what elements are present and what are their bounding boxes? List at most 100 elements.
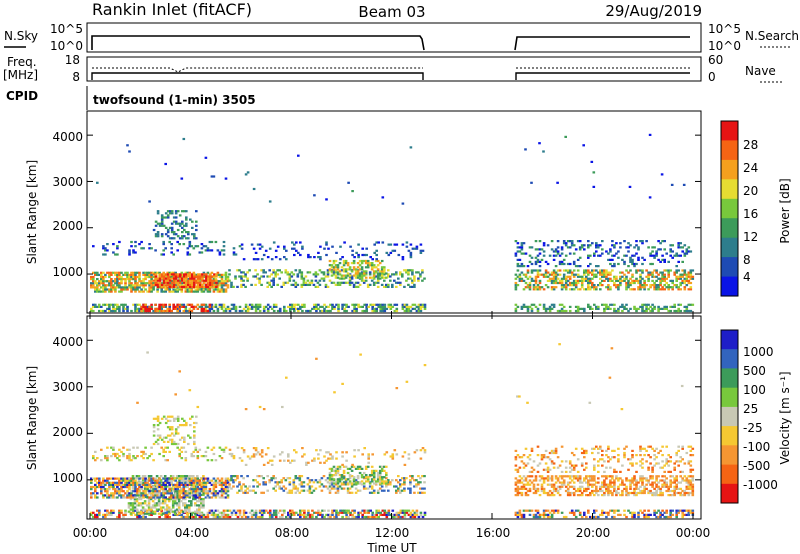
power-cell bbox=[374, 275, 378, 278]
power-cbar-tick-24: 24 bbox=[743, 161, 758, 175]
velocity-cell bbox=[112, 509, 115, 512]
power-cell bbox=[136, 309, 139, 313]
power-cell bbox=[619, 275, 622, 278]
power-cell bbox=[595, 242, 598, 245]
velocity-cell bbox=[149, 483, 153, 486]
velocity-cell bbox=[177, 512, 181, 515]
velocity-cell bbox=[274, 477, 277, 480]
velocity-cell bbox=[152, 481, 155, 484]
velocity-cell bbox=[136, 494, 139, 497]
power-cell bbox=[607, 252, 610, 255]
power-cell bbox=[597, 244, 600, 247]
power-cell bbox=[316, 285, 320, 288]
velocity-cell bbox=[142, 450, 145, 453]
power-cell bbox=[514, 254, 518, 257]
velocity-cell bbox=[568, 511, 572, 514]
power-cell bbox=[625, 254, 628, 257]
power-cell bbox=[627, 265, 630, 268]
velocity-cell bbox=[325, 513, 328, 516]
power-cell bbox=[199, 285, 202, 288]
power-cell bbox=[351, 253, 354, 257]
velocity-cell bbox=[534, 509, 538, 512]
power-cell bbox=[148, 247, 151, 250]
power-cell bbox=[168, 305, 171, 308]
velocity-cell bbox=[328, 478, 332, 481]
power-cell bbox=[576, 258, 580, 261]
power-cell bbox=[326, 275, 330, 278]
velocity-cell bbox=[370, 478, 374, 481]
power-cell bbox=[380, 268, 384, 271]
power-cell bbox=[381, 309, 385, 313]
power-cell bbox=[370, 262, 374, 265]
power-cell bbox=[340, 281, 344, 284]
power-cell bbox=[587, 277, 590, 280]
power-cell bbox=[603, 269, 606, 272]
power-cell bbox=[353, 256, 356, 259]
power-cell bbox=[647, 303, 650, 306]
velocity-cell bbox=[150, 481, 153, 484]
velocity-cell bbox=[218, 515, 222, 519]
velocity-cell bbox=[218, 481, 222, 484]
power-cell bbox=[118, 273, 121, 276]
power-cell bbox=[552, 250, 556, 253]
power-cell bbox=[290, 283, 294, 286]
power-cell bbox=[194, 245, 198, 248]
velocity-cell bbox=[174, 488, 177, 491]
power-cell bbox=[341, 256, 344, 259]
power-cell bbox=[164, 275, 167, 279]
power-cell bbox=[112, 286, 115, 289]
power-cell bbox=[176, 228, 180, 232]
power-cbar-tick-8: 8 bbox=[743, 253, 751, 267]
power-cell bbox=[409, 277, 412, 280]
power-cell bbox=[383, 273, 386, 276]
power-cell bbox=[405, 305, 409, 308]
velocity-cell bbox=[358, 489, 362, 492]
power-cell bbox=[280, 271, 283, 274]
power-cell bbox=[570, 240, 574, 243]
velocity-cell bbox=[204, 450, 208, 453]
power-cell bbox=[538, 286, 542, 289]
velocity-cell bbox=[361, 515, 364, 519]
velocity-cell bbox=[336, 482, 340, 485]
velocity-cell bbox=[323, 515, 326, 519]
velocity-cell bbox=[360, 474, 364, 477]
velocity-cell bbox=[264, 509, 268, 512]
velocity-cell bbox=[327, 515, 330, 519]
velocity-cell bbox=[328, 474, 332, 477]
velocity-cell bbox=[192, 485, 196, 489]
velocity-cell bbox=[94, 515, 97, 519]
velocity-cell bbox=[206, 477, 210, 480]
velocity-cell bbox=[184, 459, 188, 462]
velocity-cell bbox=[530, 509, 534, 512]
velocity-cell bbox=[164, 421, 168, 425]
power-cell bbox=[114, 309, 117, 313]
velocity-cell bbox=[224, 488, 228, 491]
power-cell bbox=[178, 243, 181, 246]
velocity-cell bbox=[607, 511, 610, 514]
power-cell bbox=[685, 305, 689, 308]
velocity-cell bbox=[289, 461, 292, 464]
velocity-cell bbox=[287, 515, 290, 519]
velocity-cell bbox=[116, 457, 119, 460]
power-cell bbox=[528, 288, 532, 291]
velocity-cell bbox=[108, 485, 111, 489]
power-cell bbox=[343, 307, 346, 310]
velocity-cell bbox=[157, 502, 161, 505]
velocity-cell bbox=[351, 463, 354, 466]
power-cell bbox=[112, 307, 115, 310]
velocity-cell bbox=[144, 452, 147, 456]
velocity-cell bbox=[194, 448, 198, 451]
power-cell bbox=[182, 309, 186, 313]
power-cell bbox=[587, 265, 590, 268]
power-cell bbox=[138, 290, 141, 293]
power-cell bbox=[607, 279, 610, 282]
velocity-cell bbox=[190, 489, 193, 492]
power-cell bbox=[550, 248, 554, 251]
power-cell bbox=[589, 271, 592, 274]
power-cell bbox=[110, 309, 113, 313]
velocity-cell bbox=[550, 509, 554, 512]
power-cell bbox=[364, 266, 368, 269]
power-cell bbox=[94, 286, 97, 289]
power-cell bbox=[601, 252, 604, 255]
velocity-cell bbox=[391, 513, 395, 516]
